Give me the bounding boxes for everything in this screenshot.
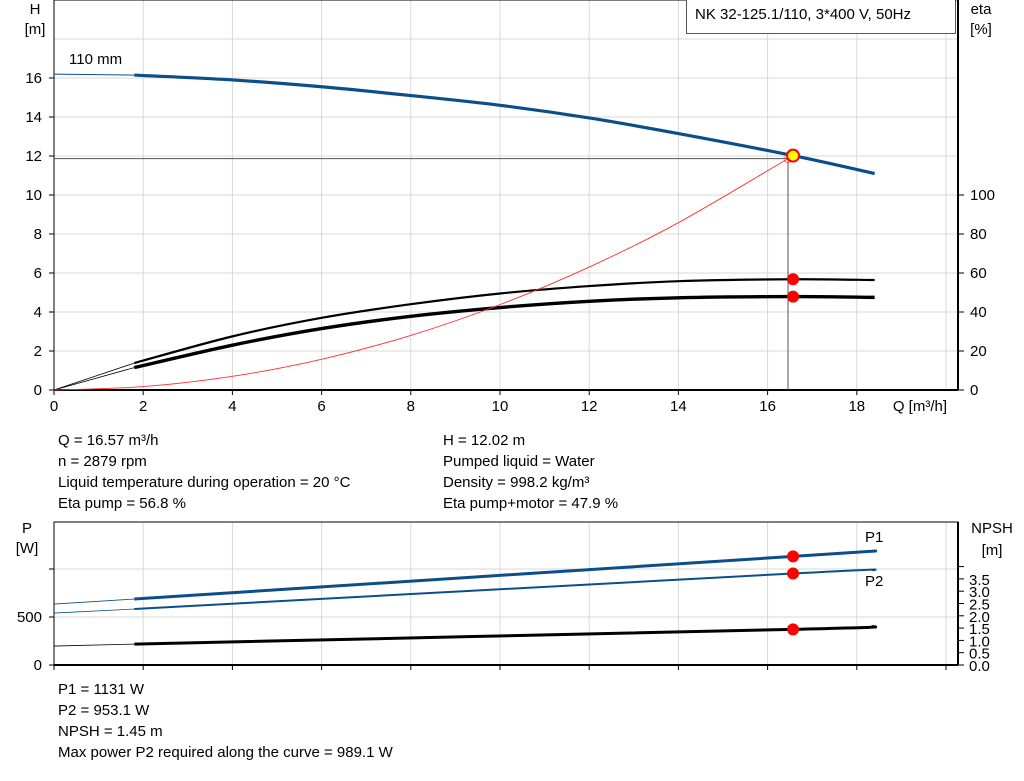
- P2-curve: [134, 568, 877, 611]
- npsh-tick-label: 2.5: [969, 597, 990, 614]
- x-tick-label: 8: [407, 398, 415, 415]
- y-axis-label-right-unit: [%]: [970, 21, 992, 38]
- y-tick-label-right: 60: [970, 265, 987, 282]
- npsh-tick-label: 0.0: [969, 658, 990, 675]
- info-max-p2: Max power P2 required along the curve = …: [58, 744, 393, 761]
- npsh-axis-unit: [m]: [982, 542, 1003, 559]
- info-eta-pump-motor: Eta pump+motor = 47.9 %: [443, 495, 619, 512]
- x-tick-label: 6: [317, 398, 325, 415]
- npsh-tick-label: 3.0: [969, 584, 990, 601]
- duty-point-eta-pump: [787, 273, 800, 286]
- NPSH-curve: [134, 625, 878, 646]
- x-tick-label: 10: [492, 398, 509, 415]
- info-density: Density = 998.2 kg/m³: [443, 474, 590, 491]
- system-curve: [53, 155, 794, 391]
- P2-curve-extension: [53, 608, 135, 614]
- y-tick-label-left: 500: [17, 609, 42, 626]
- info-eta-pump: Eta pump = 56.8 %: [58, 495, 186, 512]
- eta_pump_motor-curve-extension: [53, 367, 135, 391]
- x-tick-label: 2: [139, 398, 147, 415]
- y-tick-label-left: 6: [34, 265, 42, 282]
- npsh-tick-label: 3.5: [969, 572, 990, 589]
- y-tick-label-left: 0: [34, 657, 42, 674]
- x-axis-label: Q [m³/h]: [893, 398, 947, 415]
- duty-point-eta-pump-motor: [787, 290, 800, 303]
- y-tick-label-left: 12: [25, 148, 42, 165]
- y-tick-label-right: 80: [970, 226, 987, 243]
- y-tick-label-left: 8: [34, 226, 42, 243]
- y-tick-label-right: 0: [970, 382, 978, 399]
- y-tick-label-left: 10: [25, 187, 42, 204]
- power-axis-unit: [W]: [16, 540, 39, 557]
- y-tick-label-left: 16: [25, 70, 42, 87]
- info-p2: P2 = 953.1 W: [58, 702, 150, 719]
- y-tick-label-right: 40: [970, 304, 987, 321]
- y-tick-label-left: 14: [25, 109, 42, 126]
- P1-curve-extension: [53, 598, 135, 605]
- x-tick-label: 16: [759, 398, 776, 415]
- eta_pump-curve-extension: [53, 362, 135, 391]
- x-tick-label: 18: [848, 398, 865, 415]
- npsh-tick-label: 1.0: [969, 633, 990, 650]
- info-liquid: Pumped liquid = Water: [443, 453, 595, 470]
- eta_pump_motor-curve: [133, 294, 875, 370]
- NPSH-curve-extension: [53, 643, 135, 647]
- info-liquid-temp: Liquid temperature during operation = 20…: [58, 474, 351, 491]
- y-tick-label-right: 100: [970, 187, 995, 204]
- x-tick-label: 14: [670, 398, 687, 415]
- info-flow: Q = 16.57 m³/h: [58, 432, 159, 449]
- y-tick-label-left: 0: [34, 382, 42, 399]
- x-tick-label: 12: [581, 398, 598, 415]
- x-tick-label: 0: [50, 398, 58, 415]
- info-top-right: H = 12.02 m Pumped liquid = Water Densit…: [443, 430, 618, 514]
- duty-point-head: [786, 148, 801, 163]
- y-tick-label-left: 4: [34, 304, 42, 321]
- y-tick-label-left: 2: [34, 343, 42, 360]
- info-p1: P1 = 1131 W: [58, 681, 145, 698]
- info-speed: n = 2879 rpm: [58, 453, 147, 470]
- head-curve-extension: [53, 73, 135, 76]
- npsh-axis-label: NPSH: [971, 520, 1013, 537]
- info-top-left: Q = 16.57 m³/h n = 2879 rpm Liquid tempe…: [58, 430, 350, 514]
- curve-label-110mm: 110 mm: [69, 51, 122, 68]
- npsh-tick-label: 1.5: [969, 621, 990, 638]
- duty-point-npsh: [787, 623, 800, 636]
- npsh-tick-label: 0.5: [969, 646, 990, 663]
- y-axis-label-left-unit: [m]: [25, 21, 46, 38]
- x-tick-label: 4: [228, 398, 236, 415]
- info-npsh: NPSH = 1.45 m: [58, 723, 163, 740]
- y-axis-label-left: H: [30, 1, 41, 18]
- eta_pump-curve: [133, 278, 875, 365]
- p1-label: P1: [865, 529, 883, 546]
- npsh-tick-label: 2.0: [969, 609, 990, 626]
- P1-curve: [134, 549, 878, 601]
- duty-point-p1: [787, 550, 800, 563]
- p2-label: P2: [865, 573, 883, 590]
- info-head: H = 12.02 m: [443, 432, 526, 449]
- y-tick-label-right: 20: [970, 343, 987, 360]
- y-axis-label-right: eta: [971, 1, 993, 18]
- duty-point-p2: [787, 567, 800, 580]
- power-axis-label: P: [22, 520, 32, 537]
- pump-title: NK 32-125.1/110, 3*400 V, 50Hz: [686, 0, 956, 34]
- head-curve: [134, 73, 875, 176]
- info-bottom: P1 = 1131 W P2 = 953.1 W NPSH = 1.45 m M…: [58, 679, 393, 763]
